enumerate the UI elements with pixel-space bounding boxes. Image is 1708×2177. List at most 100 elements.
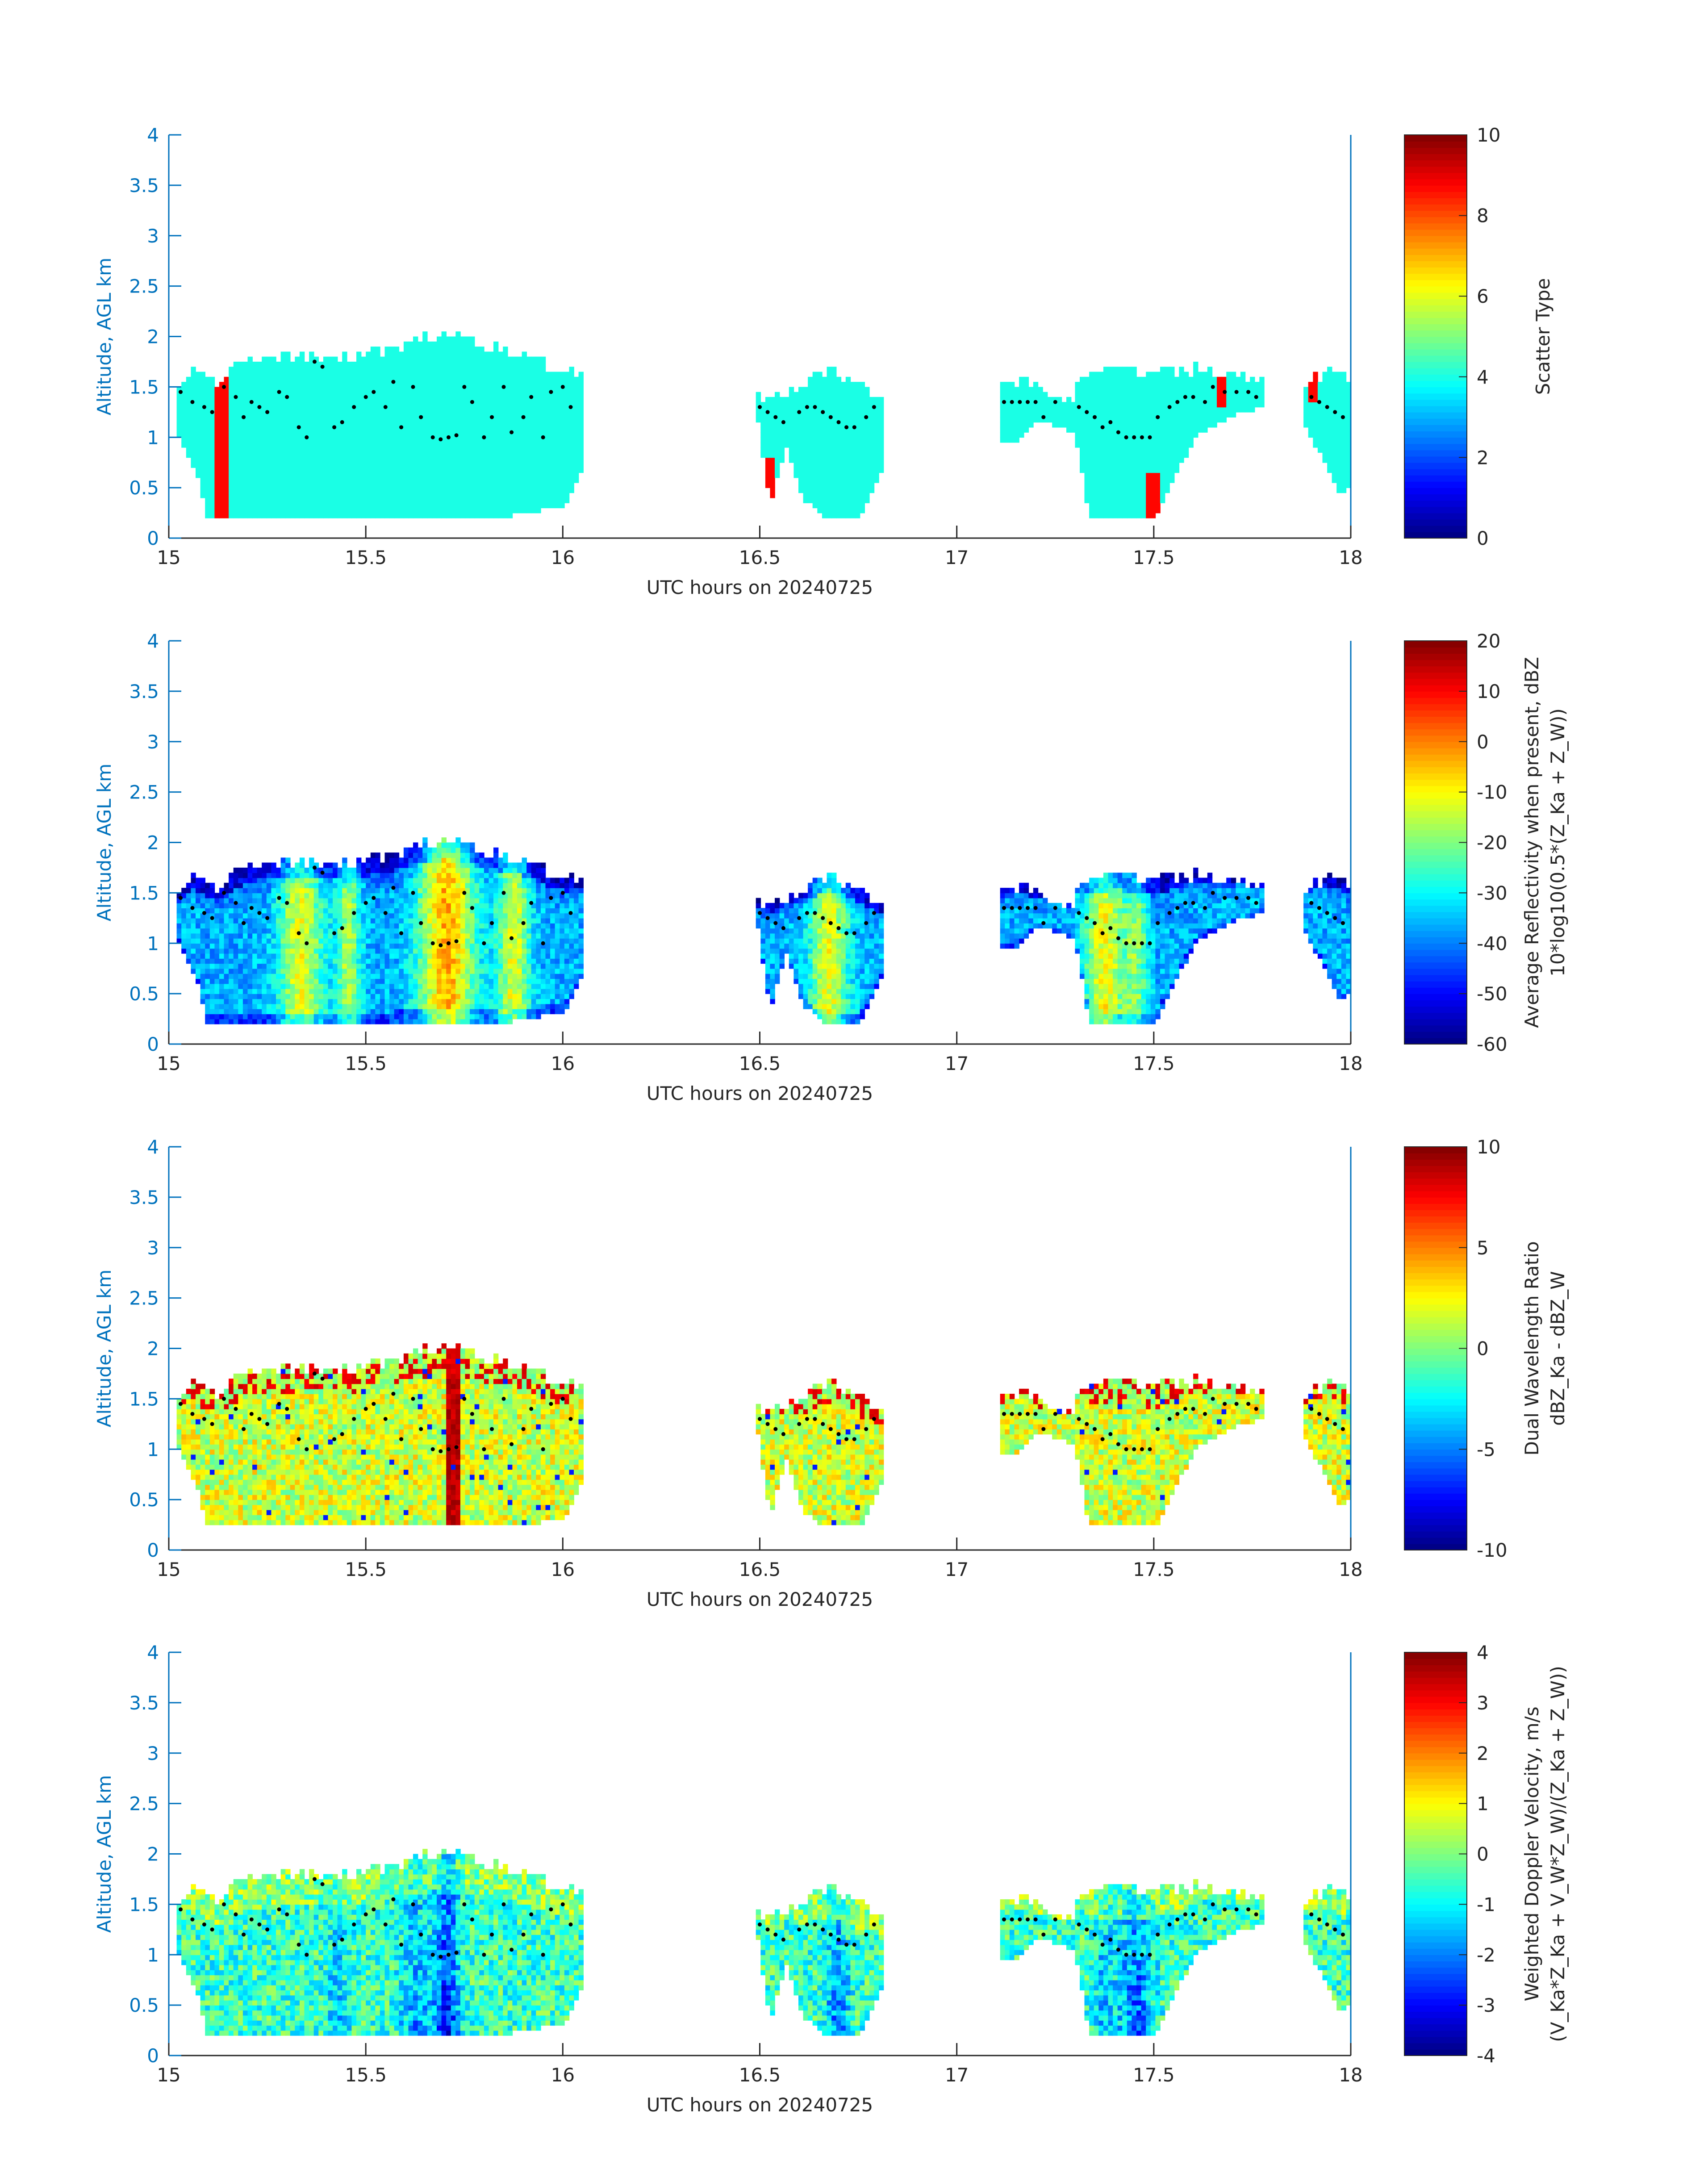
heatmap-cell: [1217, 387, 1222, 392]
heatmap-cell: [1085, 493, 1090, 498]
heatmap-cell: [512, 367, 517, 372]
heatmap-cell: [526, 468, 531, 473]
heatmap-cell: [205, 1004, 210, 1009]
heatmap-cell: [347, 498, 352, 503]
heatmap-cell: [550, 478, 555, 483]
heatmap-cell: [1075, 422, 1080, 427]
heatmap-cell: [1336, 372, 1341, 377]
heatmap-cell: [451, 508, 456, 513]
heatmap-cell: [252, 362, 257, 367]
heatmap-cell: [252, 513, 257, 518]
heatmap-cell: [290, 498, 295, 503]
heatmap-cell: [1094, 427, 1099, 433]
heatmap-cell: [1122, 447, 1127, 453]
heatmap-cell: [512, 447, 517, 453]
heatmap-cell: [1217, 412, 1222, 418]
heatmap-cell: [541, 372, 546, 377]
cloud-base-dot: [541, 435, 545, 439]
colorbar-tick-label: 8: [1477, 205, 1489, 227]
heatmap-cell: [399, 382, 404, 387]
heatmap-cell: [1179, 432, 1184, 438]
heatmap-cell: [1127, 468, 1132, 473]
heatmap-cell: [205, 508, 210, 513]
heatmap-cell: [318, 498, 323, 503]
heatmap-cell: [214, 918, 219, 923]
heatmap-cell: [413, 437, 418, 443]
heatmap-cell: [262, 463, 267, 468]
heatmap-cell: [314, 427, 319, 433]
heatmap-cell: [257, 447, 262, 453]
heatmap-cell: [276, 362, 281, 367]
heatmap-cell: [309, 397, 314, 402]
heatmap-cell: [290, 457, 295, 463]
heatmap-cell: [267, 357, 271, 362]
heatmap-cell: [564, 443, 569, 448]
heatmap-cell: [422, 457, 427, 463]
heatmap-cell: [498, 351, 503, 357]
heatmap-cell: [413, 392, 418, 397]
heatmap-cell: [394, 417, 399, 422]
heatmap-cell: [1169, 412, 1174, 418]
heatmap-cell: [380, 422, 385, 427]
heatmap-cell: [546, 437, 551, 443]
heatmap-cell: [252, 918, 257, 923]
heatmap-cell: [234, 974, 238, 979]
heatmap-cell: [409, 407, 413, 413]
heatmap-cell: [224, 402, 229, 407]
heatmap-cell: [342, 412, 347, 418]
heatmap-cell: [229, 903, 234, 908]
heatmap-cell: [555, 377, 560, 382]
heatmap-cell: [229, 392, 234, 397]
heatmap-cell: [432, 387, 437, 392]
heatmap-cell: [1151, 452, 1156, 458]
heatmap-cell: [512, 397, 517, 402]
heatmap-cell: [427, 427, 432, 433]
heatmap-cell: [869, 463, 874, 468]
heatmap-cell: [765, 457, 770, 463]
heatmap-cell: [243, 878, 248, 883]
x-tick-label: 15.5: [345, 547, 387, 568]
heatmap-cell: [252, 488, 257, 493]
heatmap-cell: [191, 878, 196, 883]
heatmap-cell: [1094, 402, 1099, 407]
heatmap-cell: [789, 397, 794, 402]
heatmap-cell: [224, 377, 229, 382]
heatmap-cell: [484, 427, 489, 433]
heatmap-cell: [803, 472, 808, 478]
heatmap-cell: [285, 422, 290, 427]
heatmap-cell: [243, 513, 248, 518]
heatmap-cell: [243, 928, 248, 933]
heatmap-cell: [191, 407, 196, 413]
heatmap-cell: [1019, 392, 1024, 397]
heatmap-cell: [489, 508, 494, 513]
heatmap-cell: [309, 427, 314, 433]
heatmap-cell: [442, 422, 447, 427]
heatmap-cell: [1313, 397, 1318, 402]
heatmap-cell: [224, 472, 229, 478]
heatmap-cell: [196, 969, 200, 974]
heatmap-cell: [295, 508, 300, 513]
heatmap-cell: [460, 452, 465, 458]
heatmap-cell: [836, 392, 841, 397]
heatmap-cell: [338, 457, 342, 463]
heatmap-cell: [864, 402, 869, 407]
heatmap-cell: [1189, 412, 1194, 418]
heatmap-cell: [503, 493, 508, 498]
heatmap-cell: [224, 417, 229, 422]
heatmap-cell: [186, 402, 191, 407]
heatmap-cell: [579, 432, 584, 438]
heatmap-cell: [517, 488, 522, 493]
heatmap-cell: [252, 412, 257, 418]
heatmap-cell: [309, 437, 314, 443]
heatmap-cell: [229, 463, 234, 468]
heatmap-cell: [470, 508, 475, 513]
heatmap-cell: [389, 367, 394, 372]
heatmap-cell: [366, 468, 371, 473]
heatmap-cell: [822, 508, 827, 513]
heatmap-cell: [318, 382, 323, 387]
heatmap-cell: [1094, 392, 1099, 397]
heatmap-cell: [522, 503, 527, 508]
heatmap-cell: [455, 407, 460, 413]
heatmap-cell: [1207, 367, 1212, 372]
heatmap-cell: [517, 397, 522, 402]
